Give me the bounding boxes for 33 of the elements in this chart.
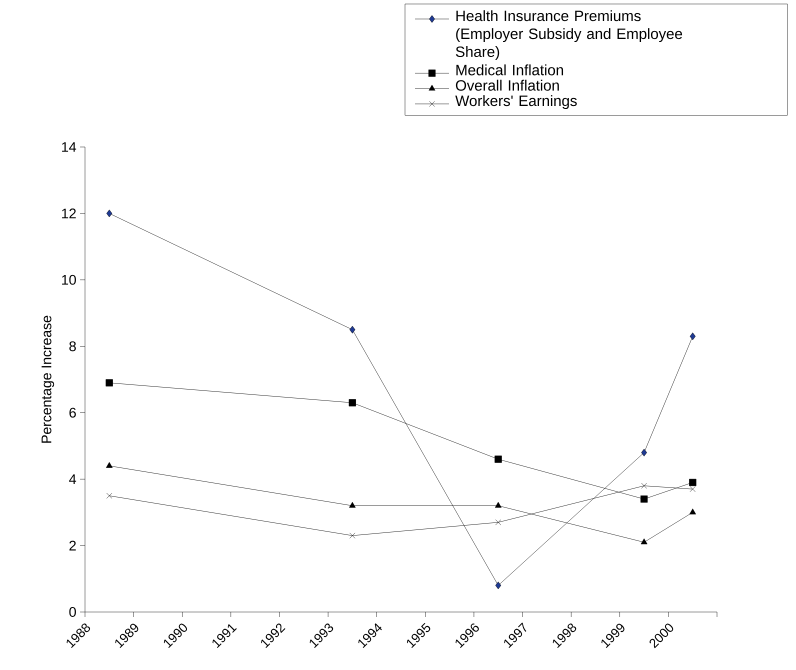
point xyxy=(640,538,648,544)
legend-label: Medical Inflation xyxy=(456,64,564,76)
legend-label: Health Insurance Premiums (Employer Subsidy and Employee Share) xyxy=(456,10,682,60)
y-tick-label: 8 xyxy=(69,341,76,352)
point xyxy=(106,379,113,386)
point xyxy=(494,456,502,463)
point xyxy=(350,326,356,334)
point xyxy=(350,532,356,538)
point xyxy=(349,502,356,508)
point xyxy=(106,492,112,499)
legend-label: Overall Inflation xyxy=(456,80,559,91)
point xyxy=(106,210,112,218)
point xyxy=(494,502,502,508)
point xyxy=(690,332,696,340)
legend-label: Workers' Earnings xyxy=(455,95,577,110)
point xyxy=(106,462,113,468)
y-tick-label: 2 xyxy=(69,540,76,550)
point xyxy=(495,519,502,526)
y-tick-label: 12 xyxy=(62,208,76,218)
point xyxy=(689,508,696,514)
y-axis-title: Percentage Increase xyxy=(42,316,54,443)
point xyxy=(495,582,502,590)
y-tick-label: 14 xyxy=(62,142,76,152)
point xyxy=(690,486,696,492)
point xyxy=(348,399,356,406)
y-tick-label: 4 xyxy=(69,474,76,484)
point xyxy=(640,495,648,503)
y-tick-label: 10 xyxy=(62,274,76,285)
point xyxy=(689,478,696,486)
y-tick-label: 0 xyxy=(69,607,76,617)
point xyxy=(641,448,647,456)
point xyxy=(641,482,647,489)
y-tick-label: 6 xyxy=(69,408,76,418)
